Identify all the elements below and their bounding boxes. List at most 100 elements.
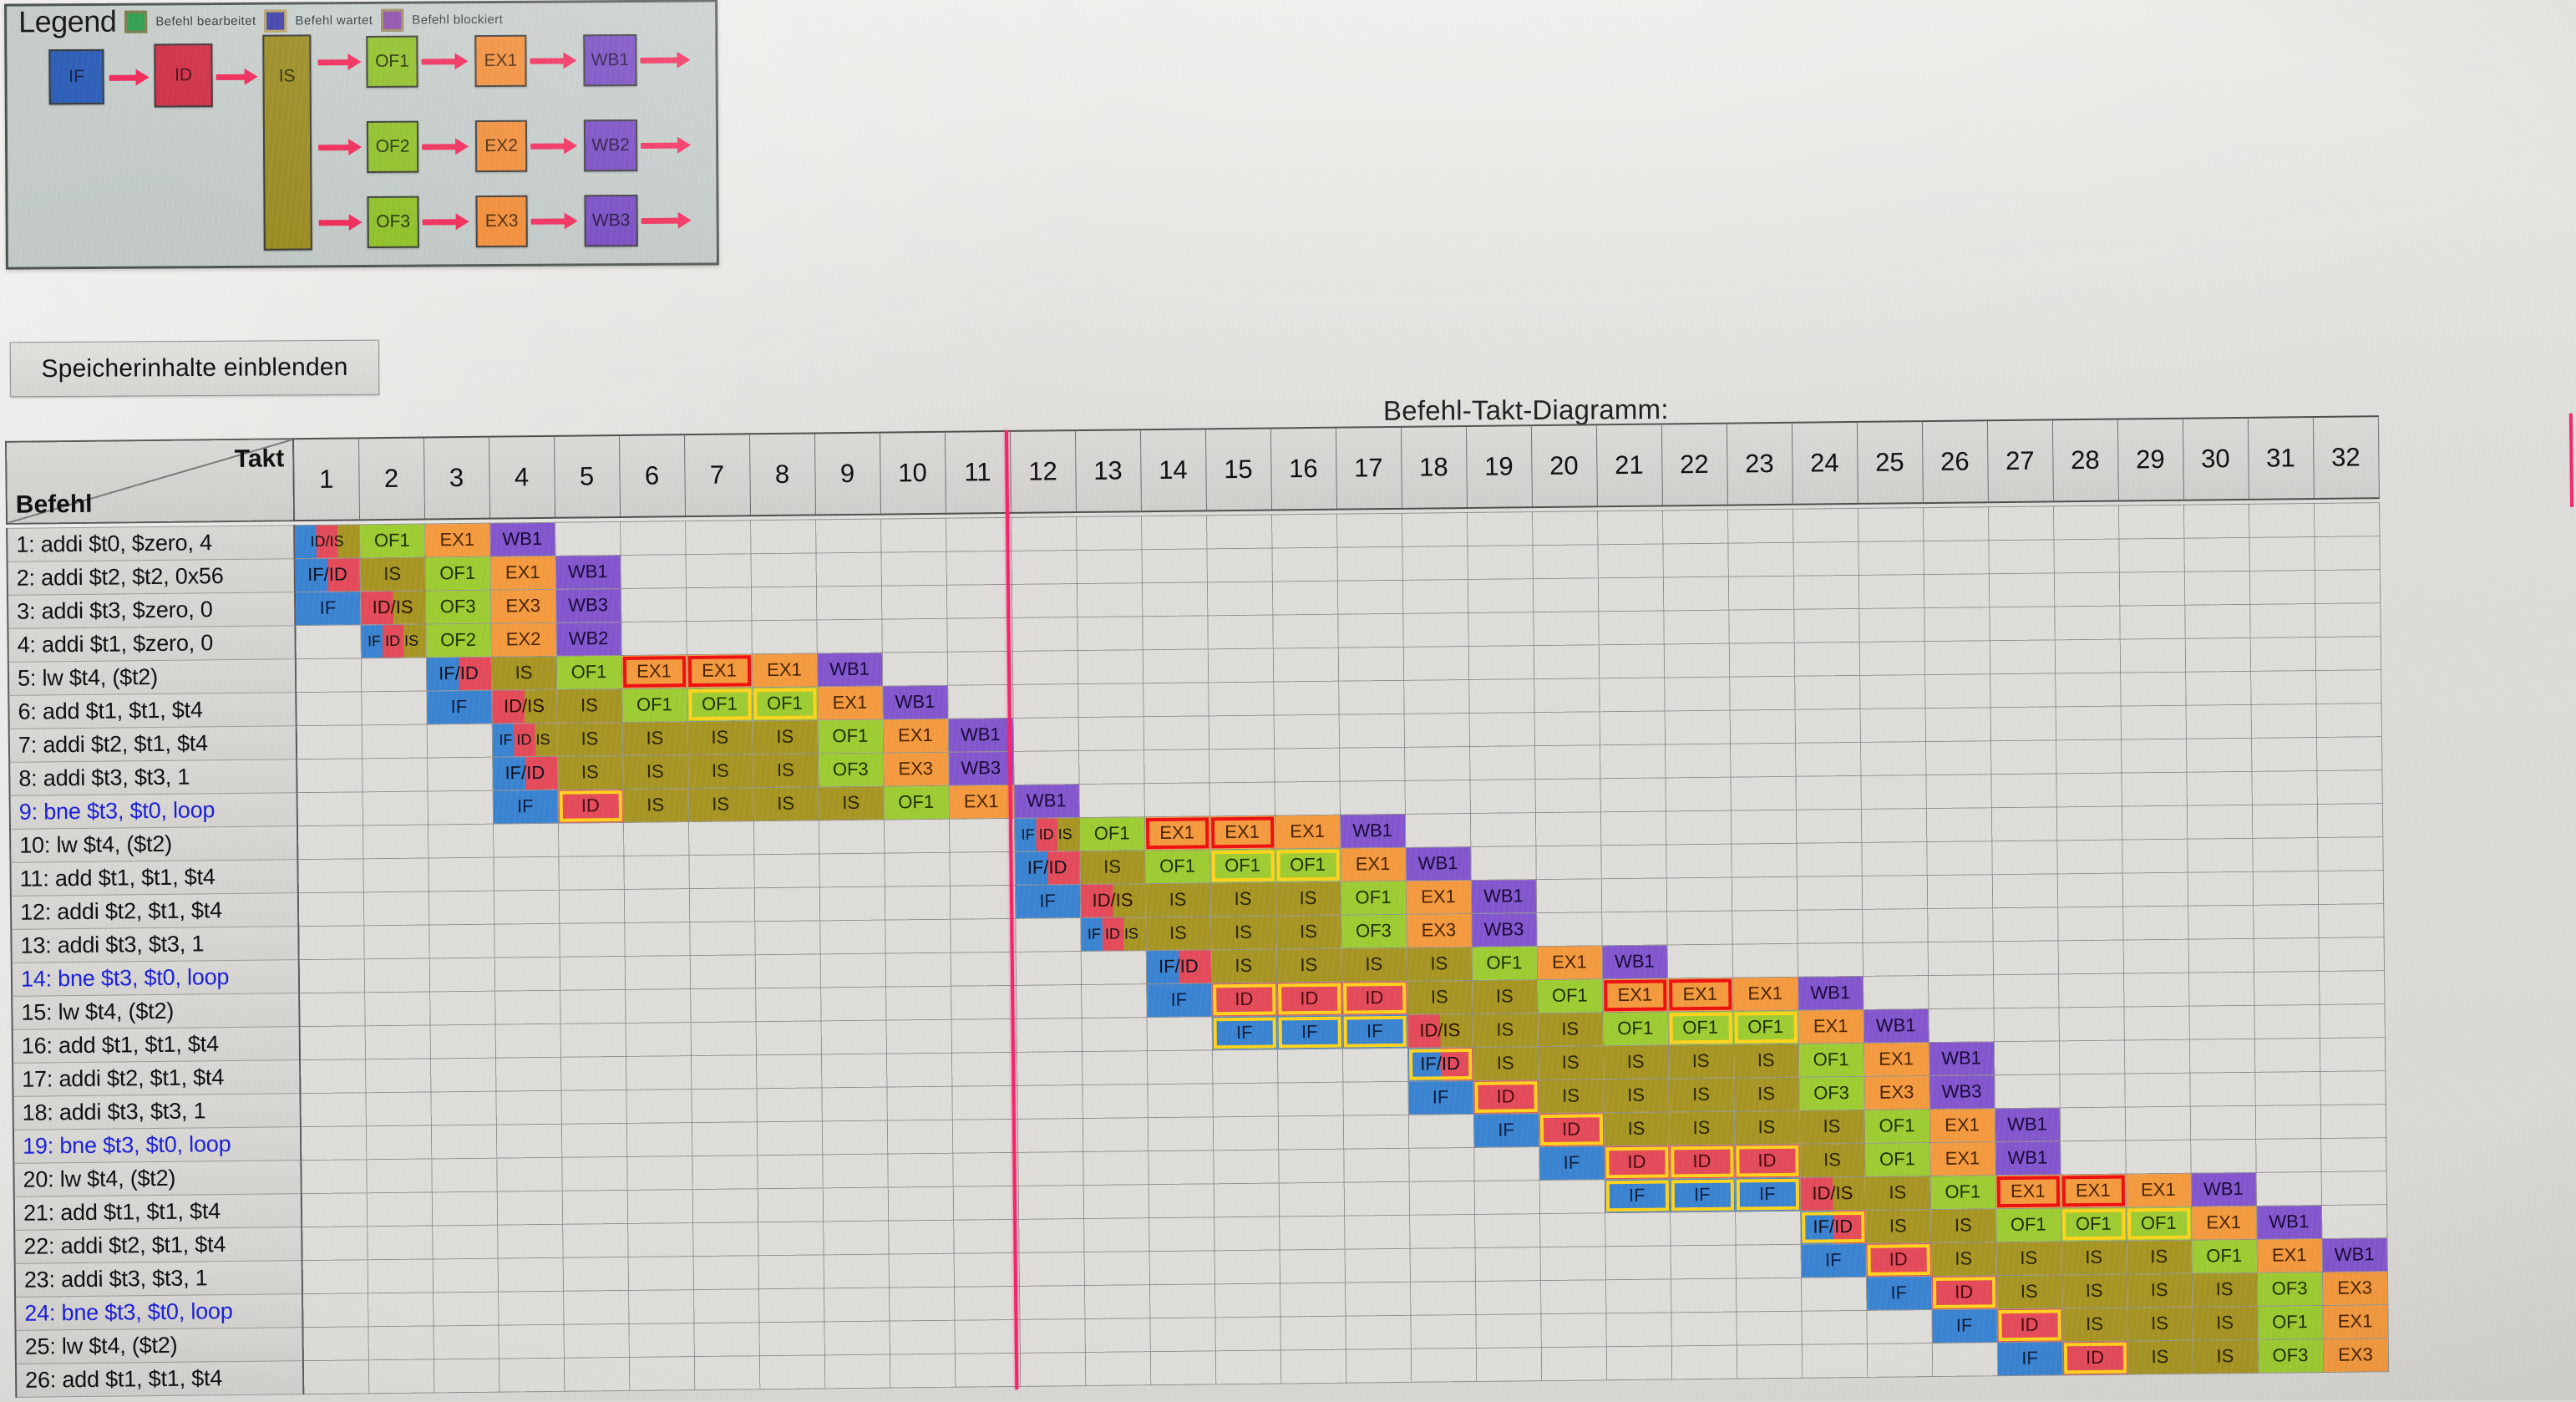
instruction-label-19[interactable]: 19: bne $t3, $t0, loop	[13, 1127, 301, 1164]
stage-cell-20-24[interactable]: IS	[1799, 1143, 1864, 1177]
empty-cell-14-23[interactable]	[1732, 943, 1798, 978]
empty-cell-3-29[interactable]	[2119, 571, 2184, 606]
empty-cell-10-2[interactable]	[363, 825, 428, 859]
empty-cell-15-5[interactable]	[560, 989, 625, 1024]
empty-cell-19-16[interactable]	[1278, 1115, 1343, 1150]
empty-cell-12-21[interactable]	[1601, 878, 1666, 912]
empty-cell-12-23[interactable]	[1732, 876, 1797, 911]
empty-cell-19-17[interactable]	[1343, 1115, 1408, 1149]
instruction-label-2[interactable]: 2: addi $t2, $t2, 0x56	[8, 559, 295, 596]
empty-cell-11-22[interactable]	[1666, 844, 1731, 878]
empty-cell-25-19[interactable]	[1475, 1314, 1540, 1349]
cycle-header-3[interactable]: 3	[423, 437, 489, 520]
empty-cell-10-3[interactable]	[428, 824, 493, 858]
empty-cell-3-20[interactable]	[1533, 578, 1598, 612]
stage-cell-10-14[interactable]: EX1	[1144, 816, 1209, 851]
empty-cell-24-18[interactable]	[1410, 1281, 1475, 1315]
stage-cell-3-3[interactable]: OF3	[425, 590, 490, 624]
empty-cell-11-8[interactable]	[753, 854, 819, 888]
cycle-header-20[interactable]: 20	[1531, 424, 1597, 507]
empty-cell-1-31[interactable]	[2249, 504, 2314, 538]
stage-cell-7-4[interactable]: IF ID IS	[492, 723, 557, 757]
empty-cell-4-9[interactable]	[816, 619, 881, 653]
stage-cell-14-15[interactable]: IS	[1211, 949, 1276, 983]
empty-cell-7-15[interactable]	[1209, 715, 1274, 749]
empty-cell-5-17[interactable]	[1338, 647, 1403, 681]
empty-cell-14-5[interactable]	[560, 956, 625, 990]
empty-cell-17-15[interactable]	[1212, 1049, 1277, 1084]
empty-cell-11-29[interactable]	[2122, 839, 2187, 873]
empty-cell-25-7[interactable]	[693, 1323, 758, 1357]
empty-cell-25-4[interactable]	[498, 1324, 563, 1359]
stage-cell-3-4[interactable]: EX3	[490, 589, 555, 623]
instruction-label-3[interactable]: 3: addi $t3, $zero, 0	[8, 592, 295, 629]
stage-cell-19-27[interactable]: WB1	[1995, 1108, 2060, 1142]
stage-cell-26-28[interactable]: ID	[2062, 1341, 2127, 1375]
empty-cell-15-13[interactable]	[1081, 984, 1146, 1018]
empty-cell-25-13[interactable]	[1084, 1318, 1149, 1353]
empty-cell-10-32[interactable]	[2317, 804, 2382, 838]
empty-cell-20-5[interactable]	[561, 1156, 626, 1191]
stage-cell-15-22[interactable]: EX1	[1667, 978, 1732, 1012]
empty-cell-1-9[interactable]	[815, 519, 880, 553]
empty-cell-5-2[interactable]	[361, 658, 426, 692]
empty-cell-12-7[interactable]	[689, 888, 754, 922]
empty-cell-20-17[interactable]	[1343, 1148, 1408, 1182]
empty-cell-1-20[interactable]	[1532, 511, 1597, 546]
empty-cell-24-8[interactable]	[758, 1288, 824, 1323]
empty-cell-5-10[interactable]	[882, 652, 947, 686]
stage-cell-6-10[interactable]: WB1	[882, 685, 947, 719]
stage-cell-21-23[interactable]: IF	[1735, 1177, 1800, 1212]
empty-cell-20-7[interactable]	[692, 1156, 757, 1190]
empty-cell-19-10[interactable]	[887, 1120, 952, 1154]
stage-cell-16-18[interactable]: ID/IS	[1407, 1013, 1473, 1048]
empty-cell-12-8[interactable]	[754, 887, 819, 922]
empty-cell-2-29[interactable]	[2118, 538, 2183, 572]
empty-cell-17-31[interactable]	[2254, 1038, 2320, 1072]
stage-cell-22-24[interactable]: IF/ID	[1800, 1210, 1865, 1244]
stage-cell-4-3[interactable]: OF2	[425, 623, 490, 658]
empty-cell-4-21[interactable]	[1598, 611, 1663, 645]
empty-cell-10-5[interactable]	[558, 822, 623, 856]
empty-cell-8-16[interactable]	[1274, 748, 1339, 782]
stage-cell-15-14[interactable]: IF	[1146, 983, 1211, 1018]
cycle-header-27[interactable]: 27	[1987, 419, 2053, 502]
empty-cell-2-21[interactable]	[1597, 544, 1662, 578]
empty-cell-11-10[interactable]	[884, 852, 949, 886]
empty-cell-6-30[interactable]	[2185, 671, 2250, 705]
empty-cell-20-12[interactable]	[1017, 1152, 1083, 1186]
stage-cell-18-24[interactable]: OF3	[1798, 1076, 1864, 1110]
stage-cell-12-18[interactable]: EX1	[1406, 880, 1471, 914]
empty-cell-14-11[interactable]	[951, 952, 1016, 986]
stage-cell-6-9[interactable]: EX1	[817, 686, 882, 720]
stage-cell-24-30[interactable]: IS	[2192, 1272, 2257, 1307]
empty-cell-25-3[interactable]	[433, 1325, 498, 1359]
empty-cell-25-9[interactable]	[824, 1321, 889, 1355]
stage-cell-11-12[interactable]: IF/ID	[1014, 851, 1079, 886]
empty-cell-1-21[interactable]	[1597, 511, 1662, 545]
cycle-header-11[interactable]: 11	[945, 431, 1011, 514]
empty-cell-10-19[interactable]	[1470, 813, 1535, 847]
cycle-header-22[interactable]: 22	[1661, 424, 1727, 506]
empty-cell-13-20[interactable]	[1536, 912, 1601, 947]
empty-cell-25-18[interactable]	[1410, 1314, 1475, 1349]
empty-cell-2-23[interactable]	[1727, 542, 1793, 577]
empty-cell-23-3[interactable]	[433, 1258, 498, 1293]
empty-cell-23-4[interactable]	[498, 1257, 563, 1292]
empty-cell-19-30[interactable]	[2190, 1105, 2255, 1140]
stage-cell-3-2[interactable]: ID/IS	[360, 591, 425, 625]
empty-cell-20-30[interactable]	[2190, 1139, 2255, 1173]
empty-cell-25-1[interactable]	[302, 1327, 368, 1361]
stage-cell-11-16[interactable]: OF1	[1275, 848, 1340, 882]
empty-cell-21-6[interactable]	[627, 1190, 692, 1224]
empty-cell-17-6[interactable]	[626, 1056, 691, 1090]
empty-cell-10-26[interactable]	[1926, 808, 1991, 842]
stage-cell-22-26[interactable]: IS	[1930, 1209, 1995, 1243]
stage-cell-9-4[interactable]: IF	[493, 790, 558, 824]
empty-cell-9-21[interactable]	[1600, 778, 1665, 812]
empty-cell-23-9[interactable]	[824, 1254, 889, 1288]
stage-cell-4-5[interactable]: WB2	[555, 622, 621, 656]
stage-cell-22-25[interactable]: IS	[1865, 1210, 1930, 1244]
empty-cell-5-31[interactable]	[2250, 638, 2315, 672]
stage-cell-18-21[interactable]: IS	[1603, 1079, 1668, 1113]
